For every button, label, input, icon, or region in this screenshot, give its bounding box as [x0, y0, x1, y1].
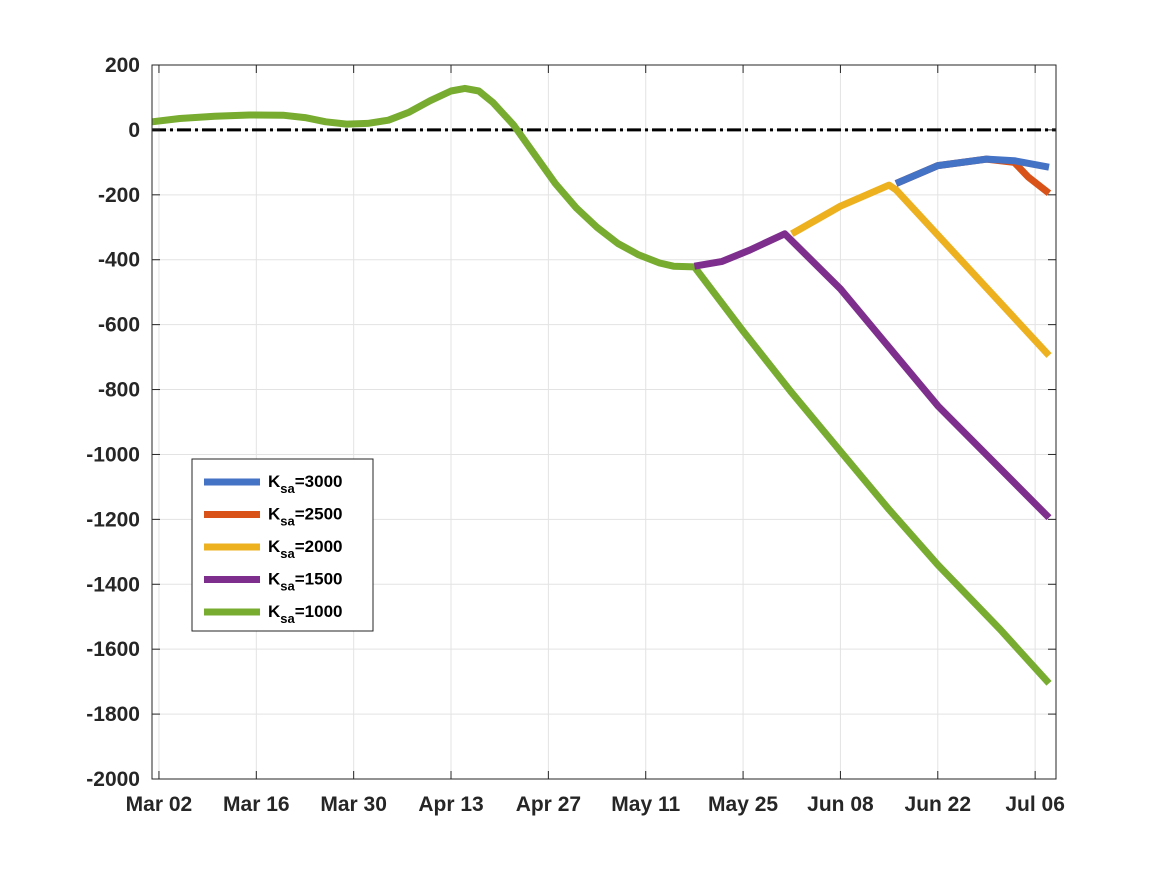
x-tick-label: May 11: [611, 793, 680, 816]
x-tick-label: Jun 08: [807, 793, 874, 816]
series-line-ksa-3000: [894, 155, 1050, 187]
series-line-ksa-1500: [693, 230, 1052, 521]
x-tick-label: Mar 30: [320, 793, 387, 816]
y-tick-label: -800: [98, 379, 140, 402]
axes-box: [151, 64, 1057, 780]
plot-area-border: [151, 64, 1057, 780]
legend-entry-label: Ksa=1500: [268, 570, 343, 594]
y-tick-label: -2000: [86, 768, 140, 791]
x-tick-label: May 25: [708, 793, 778, 816]
legend-entry-label: Ksa=2500: [268, 505, 343, 529]
y-axis-ticks: 200 0 -200 -400 -600 -800 -1000 -1200 -1400 -1600…: [86, 54, 1056, 791]
series-line-ksa-2000: [790, 181, 1052, 358]
legend: Ksa=3000 Ksa=2500 Ksa=2000 Ksa=1500 Ksa=1000: [191, 458, 374, 632]
legend-entry-label: Ksa=1000: [268, 602, 343, 626]
x-tick-label: Jun 22: [905, 793, 972, 816]
y-tick-label: -400: [98, 249, 140, 272]
x-tick-label: Apr 27: [516, 793, 581, 816]
x-axis-ticks: Mar 02 Mar 16 Mar 30 Apr 13 Apr 27 May 11 May …: [126, 65, 1065, 816]
x-tick-label: Apr 13: [418, 793, 483, 816]
x-tick-label: Mar 02: [126, 793, 193, 816]
y-tick-label: -600: [98, 314, 140, 337]
y-tick-label: 200: [105, 54, 140, 77]
y-tick-label: 0: [128, 119, 140, 142]
legend-entry-label: Ksa=3000: [268, 472, 343, 496]
y-tick-label: -1000: [86, 443, 140, 466]
y-tick-label: -200: [98, 184, 140, 207]
x-tick-label: Mar 16: [223, 793, 290, 816]
legend-entry-label: Ksa=2000: [268, 537, 343, 561]
x-tick-label: Jul 06: [1005, 793, 1065, 816]
series-lines: [151, 84, 1052, 686]
y-tick-label: -1800: [86, 703, 140, 726]
y-tick-label: -1400: [86, 573, 140, 596]
series-line-ksa-1000: [151, 84, 1052, 686]
y-tick-label: -1600: [86, 638, 140, 661]
y-tick-label: -1200: [86, 508, 140, 531]
